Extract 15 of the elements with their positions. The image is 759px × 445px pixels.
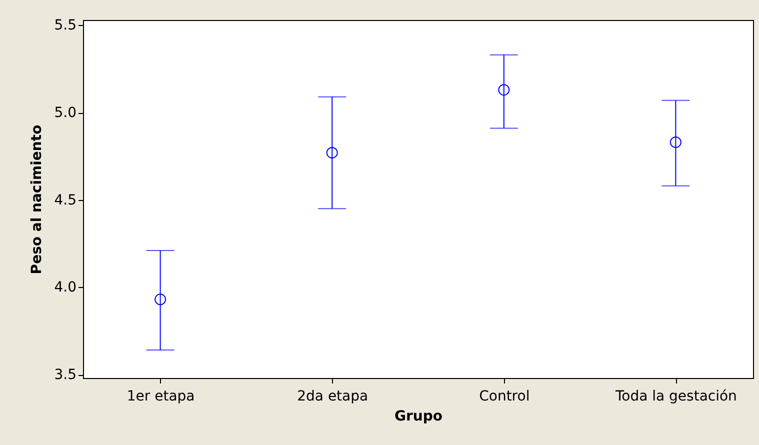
x-tick-label: 1er etapa [126,388,195,404]
x-tick-label: Toda la gestación [614,388,737,404]
point [154,294,166,306]
y-tick-label: 5.5 [54,18,76,34]
y-tick-label: 5.0 [54,105,76,122]
point [670,136,682,148]
y-axis-title: Peso al nacimiento [29,124,46,274]
y-tick-label: 3.5 [54,367,76,384]
x-tick-label: 2da etapa [297,388,368,404]
x-axis-title: Grupo [394,408,443,424]
x-tick-label: Control [479,388,530,404]
y-tick-label: 4.5 [54,192,76,208]
point [498,84,510,96]
y-tick-label: 4.0 [54,280,76,296]
point [326,146,338,158]
